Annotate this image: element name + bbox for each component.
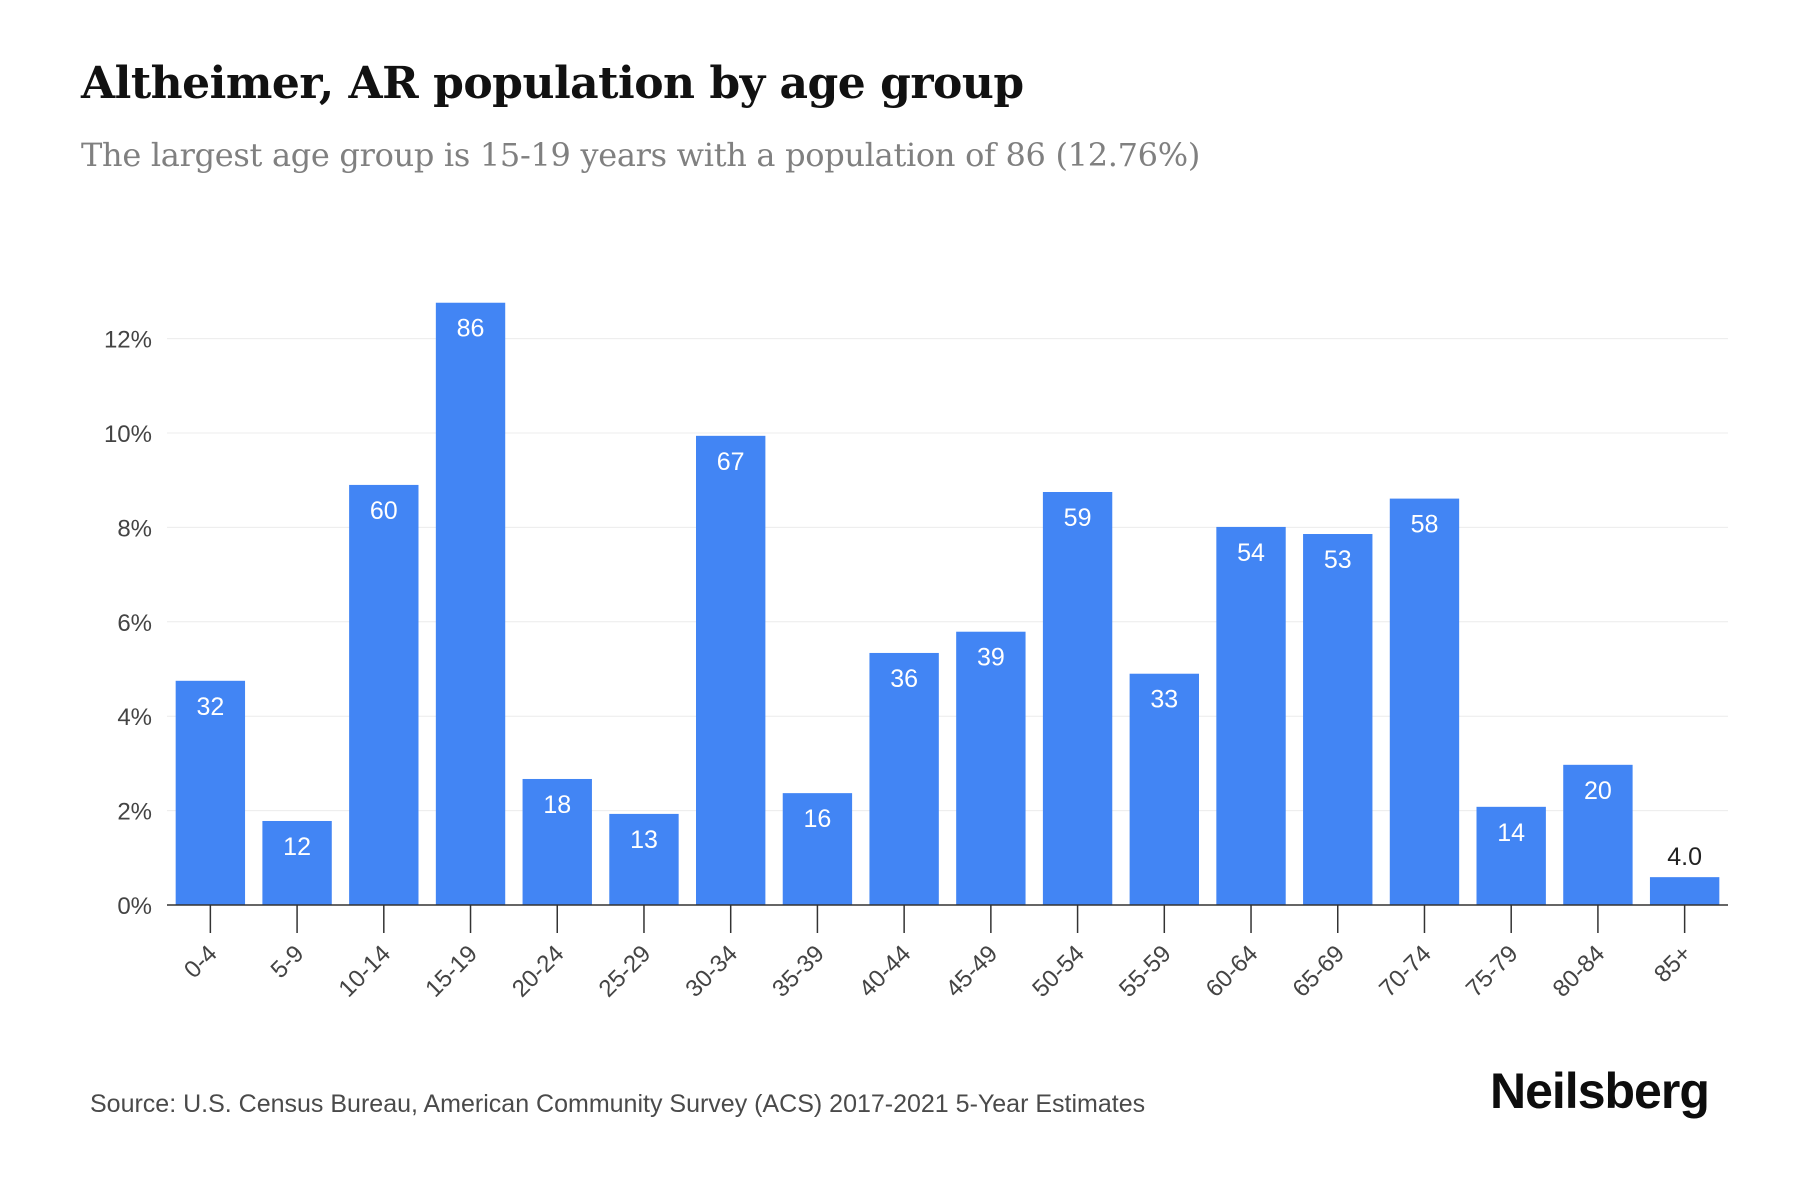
bar xyxy=(869,652,939,905)
x-tick-label: 40-44 xyxy=(854,940,917,1003)
bar-value-label: 53 xyxy=(1324,546,1352,574)
bar-value-label: 86 xyxy=(457,315,485,343)
chart-title: Altheimer, AR population by age group xyxy=(81,58,1024,109)
x-tick-label: 50-54 xyxy=(1027,940,1090,1003)
x-tick-label: 0-4 xyxy=(179,940,223,984)
bar-value-label: 4.0 xyxy=(1667,843,1702,871)
bar xyxy=(435,302,506,905)
bar xyxy=(1303,534,1373,905)
x-tick-label: 75-79 xyxy=(1461,940,1524,1003)
bar xyxy=(1129,673,1199,905)
bar-value-label: 67 xyxy=(717,448,745,476)
x-tick-label: 45-49 xyxy=(941,940,1004,1003)
bar xyxy=(349,484,419,905)
bar xyxy=(956,631,1026,905)
x-tick-label: 65-69 xyxy=(1287,940,1350,1003)
x-tick-label: 5-9 xyxy=(266,940,310,984)
y-tick-label: 8% xyxy=(117,515,152,542)
bar-value-label: 16 xyxy=(804,805,832,833)
bar-value-label: 20 xyxy=(1584,777,1612,805)
y-tick-label: 10% xyxy=(104,421,152,448)
bar-value-label: 32 xyxy=(196,693,224,721)
bar xyxy=(262,820,332,905)
y-tick-label: 12% xyxy=(104,327,152,354)
x-tick-label: 80-84 xyxy=(1548,940,1611,1003)
bar-value-label: 12 xyxy=(283,833,311,861)
bar-value-label: 18 xyxy=(543,791,571,819)
bar-value-label: 33 xyxy=(1150,686,1178,714)
y-tick-label: 0% xyxy=(117,893,152,920)
x-tick-label: 60-64 xyxy=(1201,940,1264,1003)
bar-value-label: 39 xyxy=(977,644,1005,672)
bar-value-label: 58 xyxy=(1411,511,1439,539)
bar-value-label: 54 xyxy=(1237,539,1265,567)
x-tick-label: 20-24 xyxy=(507,940,570,1003)
x-tick-label: 85+ xyxy=(1649,940,1697,988)
bar xyxy=(1389,498,1460,905)
bar xyxy=(1649,877,1720,905)
chart-subtitle: The largest age group is 15-19 years wit… xyxy=(81,136,1201,174)
bar-value-label: 59 xyxy=(1064,504,1092,532)
bar-value-label: 13 xyxy=(630,826,658,854)
bar xyxy=(522,778,592,905)
y-tick-label: 2% xyxy=(117,799,152,826)
x-tick-label: 55-59 xyxy=(1114,940,1177,1003)
y-tick-label: 4% xyxy=(117,704,152,731)
bar-chart: 0%2%4%6%8%10%12% 32126086181367163639593… xyxy=(104,302,1728,1003)
bar xyxy=(1042,492,1113,905)
bar-value-label: 36 xyxy=(890,665,918,693)
x-tick-label: 35-39 xyxy=(767,940,830,1003)
bars: 32 12 60 86 18 13 67 16 36 39 59 33 54 53 58 14 20 4.0 xyxy=(175,302,1720,905)
grid-lines xyxy=(167,338,1728,812)
x-tick-label: 70-74 xyxy=(1374,940,1437,1003)
bar-value-label: 14 xyxy=(1497,819,1525,847)
x-tick-label: 25-29 xyxy=(594,940,657,1003)
x-tick-label: 15-19 xyxy=(420,940,483,1003)
x-axis: 0-4 5-9 10-14 15-19 20-24 25-29 30-34 35-39 40-4… xyxy=(167,904,1728,1003)
x-tick-label: 30-34 xyxy=(680,940,743,1003)
bar xyxy=(609,813,679,905)
bar xyxy=(175,680,246,905)
brand-logo: Neilsberg xyxy=(1490,1063,1710,1119)
bar xyxy=(782,793,853,905)
bar-value-label: 60 xyxy=(370,497,398,525)
bar xyxy=(1476,806,1546,905)
y-tick-label: 6% xyxy=(117,610,152,637)
bar xyxy=(696,435,766,905)
x-tick-label: 10-14 xyxy=(334,940,397,1003)
source-note: Source: U.S. Census Bureau, American Com… xyxy=(90,1090,1146,1118)
y-axis-ticks: 0% 2% 4% 6% 8% 10% 12% xyxy=(104,327,152,920)
bar xyxy=(1563,764,1633,905)
bar xyxy=(1216,526,1286,905)
